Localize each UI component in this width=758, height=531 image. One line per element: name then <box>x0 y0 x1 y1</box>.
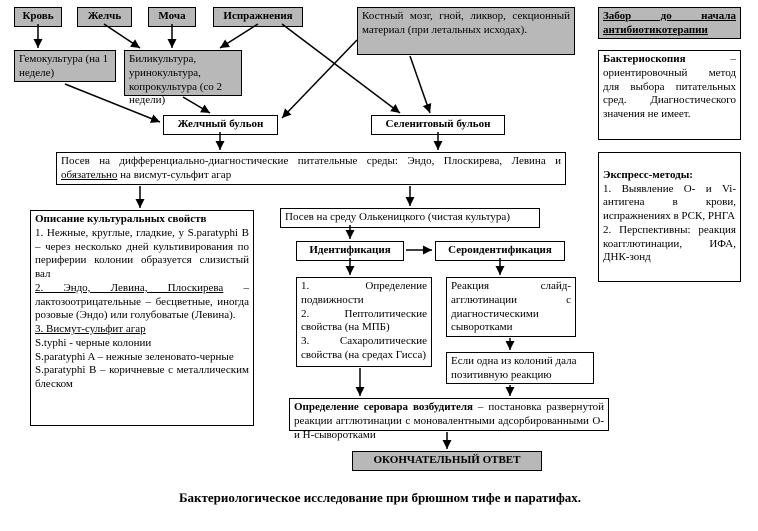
box-seeding: Посев на дифференциально-диагностические… <box>56 152 566 185</box>
properties-title: Описание культуральных свойств <box>35 213 206 225</box>
properties-p3c: S.paratyphi B – коричневые с металлическ… <box>35 364 249 390</box>
box-bacterioscopy: Бактериоскопия – ориентировочный метод д… <box>598 50 741 140</box>
box-ident-details: 1. Определение подвижности 2. Пептолитич… <box>296 277 432 367</box>
express-b: Экспресс-методы: <box>603 169 693 181</box>
box-sampling: Забор до начала антибиотикотерапии <box>598 7 741 39</box>
express-t: 1. Выявление O- и Vi-антигена в крови, и… <box>603 183 736 264</box>
box-sero-details: Реакция слайд-агглютинации с диагностиче… <box>446 277 576 337</box>
box-properties: Описание культуральных свойств 1. Нежные… <box>30 210 254 426</box>
seeding-post: на висмут-сульфит агар <box>117 169 231 181</box>
box-pure: Посев на среду Олькеницкого (чистая куль… <box>280 208 540 228</box>
box-bile-broth: Желчный бульон <box>163 115 278 135</box>
box-hemoculture: Гемокультура (на 1 неделе) <box>14 50 116 82</box>
box-serovar: Определение серовара возбудителя – поста… <box>289 398 609 431</box>
bacterioscopy-b: Бактериоскопия <box>603 53 686 65</box>
caption: Бактериологическое исследование при брюш… <box>80 490 680 506</box>
box-marrow: Костный мозг, гной, ликвор, секционный м… <box>357 7 575 55</box>
box-urine: Моча <box>148 7 196 27</box>
box-feces: Испражнения <box>213 7 303 27</box>
box-identification: Идентификация <box>296 241 404 261</box>
serovar-bold: Определение серовара возбудителя <box>294 401 473 413</box>
box-positive: Если одна из колоний дала позитивную реа… <box>446 352 594 384</box>
seeding-under: обязательно <box>61 169 117 181</box>
properties-p3u: 3. Висмут-сульфит агар <box>35 323 146 335</box>
box-bili: Биликультура, уринокультура, копрокульту… <box>124 50 242 96</box>
box-seroidentification: Сероидентификация <box>435 241 565 261</box>
box-final: ОКОНЧАТЕЛЬНЫЙ ОТВЕТ <box>352 451 542 471</box>
properties-p3b: S.paratyphi A – нежные зеленовато-черные <box>35 351 234 363</box>
seeding-pre: Посев на дифференциально-диагностические… <box>61 155 561 167</box>
properties-p1: 1. Нежные, круглые, гладкие, у S.paratyp… <box>35 227 249 280</box>
box-express: Экспресс-методы: 1. Выявление O- и Vi-ан… <box>598 152 741 282</box>
properties-p3a: S.typhi - черные колонии <box>35 337 151 349</box>
box-blood: Кровь <box>14 7 62 27</box>
box-selenite-broth: Селенитовый бульон <box>371 115 505 135</box>
box-bile: Желчь <box>77 7 132 27</box>
properties-p2u: 2. Эндо, Левина, Плоскирева <box>35 282 223 294</box>
